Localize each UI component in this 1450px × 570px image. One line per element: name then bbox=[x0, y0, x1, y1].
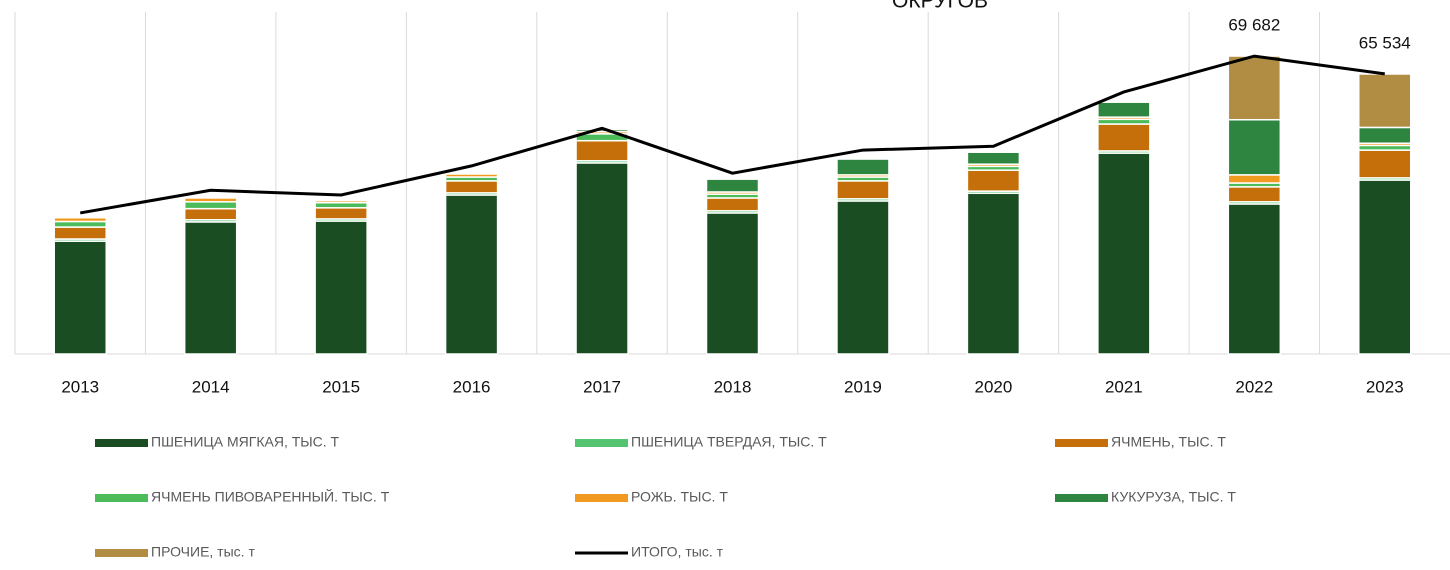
bar-segment bbox=[1097, 152, 1151, 355]
bar-segment bbox=[1358, 179, 1412, 355]
legend-swatch bbox=[95, 439, 148, 447]
x-tick-label: 2016 bbox=[453, 377, 491, 396]
x-tick-label: 2014 bbox=[192, 377, 230, 396]
bar-segment bbox=[444, 194, 499, 355]
legend-label: ПШЕНИЦА ТВЕРДАЯ, ТЫС. Т bbox=[631, 434, 827, 450]
legend-swatch bbox=[1055, 439, 1108, 447]
bar-segment bbox=[314, 201, 368, 209]
legend-swatch bbox=[575, 494, 628, 502]
bar-segment bbox=[53, 220, 107, 228]
x-tick-label: 2023 bbox=[1366, 377, 1404, 396]
bar-segment bbox=[836, 200, 890, 355]
x-tick-label: 2021 bbox=[1105, 377, 1143, 396]
bar-segment bbox=[183, 197, 238, 203]
bar-segment bbox=[1227, 186, 1282, 203]
chart-title: ОКРУГОВ bbox=[892, 0, 988, 13]
total-line bbox=[79, 54, 1385, 215]
x-tick-label: 2015 bbox=[322, 377, 360, 396]
bar-segment bbox=[1358, 149, 1412, 179]
bar-segment bbox=[1227, 174, 1282, 184]
legend-label: РОЖЬ. ТЫС. Т bbox=[631, 489, 728, 505]
bar-segment bbox=[1097, 123, 1151, 152]
bar-segment bbox=[966, 192, 1021, 355]
bar-segment bbox=[1227, 118, 1282, 176]
bar-segment bbox=[705, 212, 760, 355]
x-tick-label: 2022 bbox=[1235, 377, 1273, 396]
x-tick-label: 2019 bbox=[844, 377, 882, 396]
bar-segment bbox=[183, 221, 238, 355]
bar-segment bbox=[966, 151, 1021, 165]
bar-segment bbox=[314, 220, 368, 355]
legend-swatch bbox=[95, 549, 148, 557]
data-label: 69 682 bbox=[1228, 16, 1280, 35]
legend-swatch bbox=[95, 494, 148, 502]
bar-segment bbox=[575, 139, 629, 162]
bar-segment bbox=[314, 198, 368, 202]
x-tick-label: 2020 bbox=[974, 377, 1012, 396]
legend-label: ИТОГО, тыс. т bbox=[631, 544, 724, 560]
bar-segment bbox=[183, 201, 238, 210]
bar-segment bbox=[1227, 55, 1282, 121]
bar-segment bbox=[836, 158, 890, 176]
legend-label: КУКУРУЗА, ТЫС. Т bbox=[1111, 489, 1236, 505]
bar-segment bbox=[575, 162, 629, 355]
bar-segment bbox=[1358, 126, 1412, 144]
legend-label: ЯЧМЕНЬ, ТЫС. Т bbox=[1111, 434, 1226, 450]
x-tick-label: 2017 bbox=[583, 377, 621, 396]
legend-swatch bbox=[1055, 494, 1108, 502]
bar-segment bbox=[1097, 101, 1151, 118]
bar-segment bbox=[575, 128, 629, 133]
bar-segment bbox=[314, 207, 368, 220]
bar-segment bbox=[444, 180, 499, 194]
bar-segment bbox=[836, 180, 890, 200]
bar-segment bbox=[183, 207, 238, 221]
data-label: 65 534 bbox=[1359, 33, 1411, 52]
bar-segment bbox=[1358, 73, 1412, 129]
bar-segment bbox=[444, 173, 499, 178]
x-tick-label: 2018 bbox=[714, 377, 752, 396]
bar-segment bbox=[53, 226, 107, 240]
bar-segment bbox=[1227, 203, 1282, 355]
legend-label: ЯЧМЕНЬ ПИВОВАРЕННЫЙ. ТЫС. Т bbox=[151, 488, 390, 505]
legend-label: ПШЕНИЦА МЯГКАЯ, ТЫС. Т bbox=[151, 434, 340, 450]
bar-segment bbox=[705, 178, 760, 193]
legend-label: ПРОЧИЕ, тыс. т bbox=[151, 544, 255, 560]
bar-segment bbox=[53, 240, 107, 355]
legend-swatch bbox=[575, 439, 628, 447]
bar-segment bbox=[705, 197, 760, 212]
bar-segment bbox=[53, 216, 107, 219]
x-tick-label: 2013 bbox=[61, 377, 99, 396]
bar-segment bbox=[966, 169, 1021, 192]
